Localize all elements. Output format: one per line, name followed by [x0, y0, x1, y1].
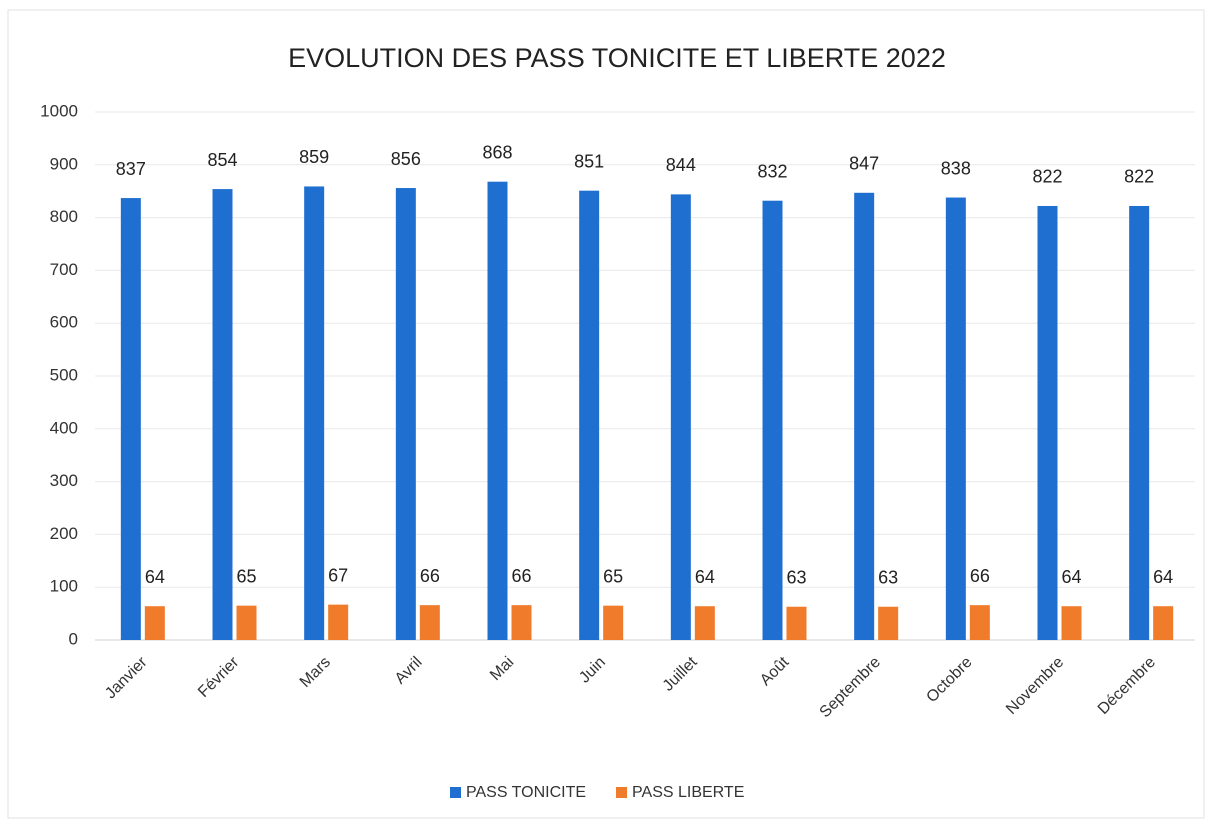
legend-swatch	[616, 787, 628, 798]
y-tick-label: 200	[50, 524, 78, 543]
bar	[1037, 205, 1058, 640]
data-label: 64	[145, 567, 165, 587]
bar	[1153, 606, 1174, 640]
legend-label: PASS LIBERTE	[632, 784, 744, 801]
data-label: 868	[482, 142, 512, 162]
legend-swatch	[450, 787, 461, 798]
data-label: 847	[849, 154, 879, 174]
data-label: 832	[757, 161, 787, 181]
y-tick-label: 0	[69, 629, 78, 648]
data-label: 64	[1061, 567, 1081, 587]
y-tick-label: 400	[50, 418, 78, 437]
data-label: 66	[511, 566, 531, 586]
bar	[945, 197, 966, 640]
data-label: 65	[603, 566, 623, 586]
data-label: 63	[786, 567, 806, 587]
y-tick-label: 500	[50, 365, 78, 384]
y-tick-label: 100	[50, 577, 78, 596]
data-label: 67	[328, 565, 348, 585]
data-label: 822	[1032, 167, 1062, 187]
bar	[419, 605, 440, 640]
bar	[969, 605, 990, 640]
bar	[511, 605, 532, 640]
chart-border	[7, 9, 1205, 819]
bar	[786, 606, 807, 640]
bar	[144, 606, 165, 640]
bar	[878, 606, 899, 640]
data-label: 838	[941, 158, 971, 178]
data-label: 64	[1153, 567, 1173, 587]
data-label: 856	[391, 149, 421, 169]
bar	[579, 190, 600, 640]
data-label: 851	[574, 151, 604, 171]
y-tick-label: 900	[50, 154, 78, 173]
bar	[304, 186, 325, 640]
data-label: 65	[236, 566, 256, 586]
y-tick-label: 300	[50, 471, 78, 490]
bar	[603, 605, 624, 640]
data-label: 844	[666, 155, 696, 175]
data-label: 854	[207, 150, 237, 170]
y-tick-label: 1000	[40, 101, 78, 120]
bar	[670, 194, 691, 641]
bar	[487, 181, 508, 641]
bar	[236, 605, 257, 640]
bar	[854, 192, 875, 640]
bar	[212, 189, 233, 640]
legend-label: PASS TONICITE	[466, 784, 586, 801]
chart-title: EVOLUTION DES PASS TONICITE ET LIBERTE 2…	[288, 43, 946, 73]
bar	[1129, 205, 1150, 640]
bar	[694, 606, 715, 640]
data-label: 63	[878, 567, 898, 587]
data-label: 822	[1124, 167, 1154, 187]
bar	[1061, 606, 1082, 640]
data-label: 64	[695, 567, 715, 587]
y-tick-label: 600	[50, 313, 78, 332]
bar	[328, 604, 349, 640]
y-tick-label: 800	[50, 207, 78, 226]
data-label: 66	[970, 566, 990, 586]
bar	[762, 200, 783, 641]
data-label: 859	[299, 147, 329, 167]
y-tick-label: 700	[50, 260, 78, 279]
data-label: 66	[420, 566, 440, 586]
bar	[395, 188, 416, 641]
bar	[120, 198, 141, 640]
data-label: 837	[116, 159, 146, 179]
